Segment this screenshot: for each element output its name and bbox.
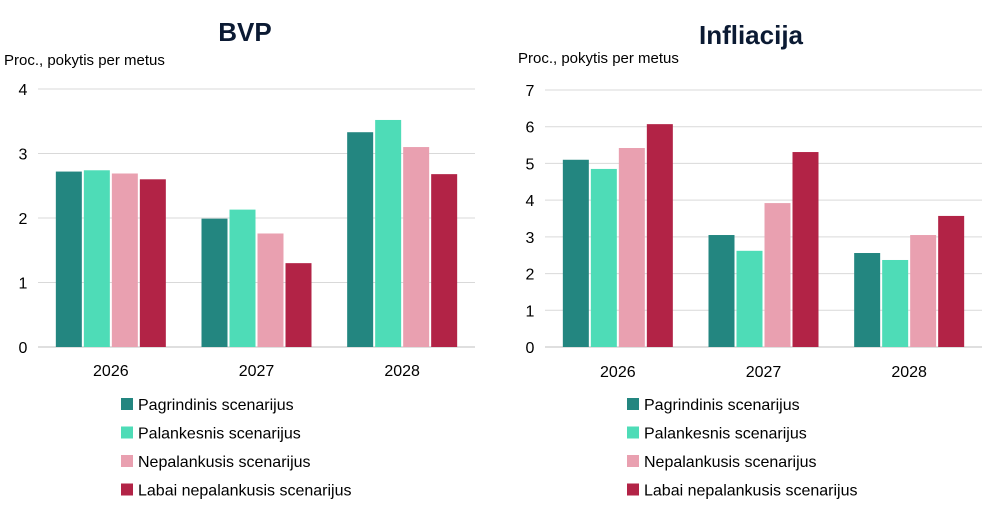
bar (55, 171, 82, 347)
x-tick-label: 2026 (600, 364, 636, 381)
bar (229, 209, 256, 347)
legend-swatch (121, 426, 133, 439)
bar (792, 152, 819, 347)
legend-swatch (627, 426, 639, 439)
legend-label: Pagrindinis scenarijus (138, 397, 294, 414)
legend-swatch (627, 455, 639, 467)
bar (882, 259, 909, 347)
y-tick-label: 3 (526, 230, 535, 247)
bar (910, 235, 937, 347)
bar (347, 132, 374, 347)
bar (618, 148, 645, 347)
bar (562, 159, 589, 347)
bar (764, 203, 791, 347)
y-tick-label: 4 (19, 82, 28, 99)
y-axis-label: Proc., pokytis per metus (518, 50, 679, 67)
bar (83, 170, 110, 347)
x-tick-label: 2028 (384, 363, 420, 380)
y-tick-label: 1 (19, 276, 28, 293)
legend-swatch (627, 398, 639, 410)
bar (403, 147, 430, 347)
x-tick-label: 2026 (93, 363, 129, 380)
x-tick-label: 2027 (746, 364, 782, 381)
x-tick-label: 2028 (891, 364, 927, 381)
x-tick-label: 2027 (239, 363, 275, 380)
legend-swatch (121, 398, 133, 410)
bar (646, 124, 673, 347)
legend-swatch (121, 455, 133, 467)
legend: Pagrindinis scenarijus Palankesnis scenar… (121, 397, 351, 500)
chart-title: BVP (218, 17, 271, 47)
legend-label: Labai nepalankusis scenarijus (644, 483, 857, 500)
y-tick-label: 1 (526, 303, 535, 320)
bar (938, 215, 965, 347)
legend-swatch (627, 483, 639, 496)
plot-area: 0 1 2 3 4 2026 2027 2028 (19, 82, 475, 380)
legend-label: Labai nepalankusis scenarijus (138, 483, 351, 500)
y-tick-label: 2 (19, 211, 28, 228)
y-tick-label: 6 (526, 120, 535, 137)
legend-label: Pagrindinis scenarijus (644, 397, 800, 414)
legend-label: Palankesnis scenarijus (644, 426, 807, 443)
plot-area: 0 1 2 3 4 5 6 7 2026 2027 2028 (526, 83, 982, 381)
bar (285, 263, 312, 347)
bar (257, 233, 284, 347)
y-tick-label: 2 (526, 267, 535, 284)
bar (139, 179, 166, 347)
bar (375, 119, 402, 348)
legend: Pagrindinis scenarijus Palankesnis scenar… (627, 397, 857, 500)
chart-title: Infliacija (699, 20, 804, 50)
bar (111, 173, 138, 347)
legend-label: Nepalankusis scenarijus (644, 454, 817, 471)
y-axis-label: Proc., pokytis per metus (4, 52, 165, 69)
bar (854, 253, 881, 347)
y-tick-label: 5 (526, 156, 535, 173)
gdp-chart: BVP Proc., pokytis per metus 0 1 2 3 4 2026 20… (4, 17, 475, 500)
legend-swatch (121, 483, 133, 496)
inflation-chart: Infliacija Proc., pokytis per metus 0 1 2 3… (518, 20, 982, 500)
y-tick-label: 0 (526, 340, 535, 357)
y-tick-label: 3 (19, 147, 28, 164)
legend-label: Nepalankusis scenarijus (138, 454, 311, 471)
bar (736, 250, 763, 347)
y-tick-label: 7 (526, 83, 535, 100)
bar (431, 174, 458, 347)
bar (590, 168, 617, 347)
bar (201, 218, 228, 347)
y-tick-label: 0 (19, 340, 28, 357)
legend-label: Palankesnis scenarijus (138, 426, 301, 443)
bar (708, 235, 735, 347)
y-tick-label: 4 (526, 193, 535, 210)
